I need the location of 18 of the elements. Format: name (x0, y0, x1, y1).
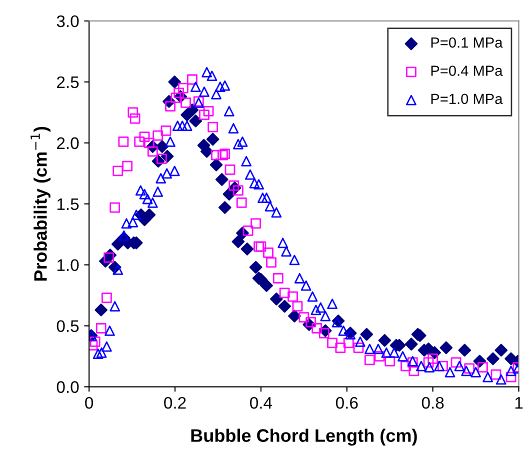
x-tick-label: 0.2 (164, 396, 186, 409)
x-axis-title: Bubble Chord Length (cm) (191, 428, 417, 446)
x-tick-label: 0.6 (336, 396, 358, 409)
x-tick-label: 1 (515, 397, 523, 409)
y-tick-label: 3.0 (56, 15, 79, 28)
y-tick-label: 0.5 (56, 320, 79, 332)
y-tick-label: 1.0 (57, 259, 79, 272)
y-tick-label: 2.0 (57, 137, 79, 150)
legend-label: P=0.4 MPa (431, 66, 503, 76)
y-tick-label: 1.5 (57, 198, 79, 210)
legend-label: P=1.0 MPa (431, 94, 503, 104)
x-tick-label: 0.8 (422, 396, 444, 409)
y-axis-title: Probability (cm$^{−1}$) (30, 126, 50, 281)
legend-label: P=0.1 MPa (431, 37, 503, 48)
y-tick-label: 2.5 (57, 76, 79, 88)
x-tick-label: 0 (85, 396, 94, 409)
y-tick-label: 0.0 (56, 381, 79, 393)
x-tick-label: 0.4 (250, 396, 272, 409)
